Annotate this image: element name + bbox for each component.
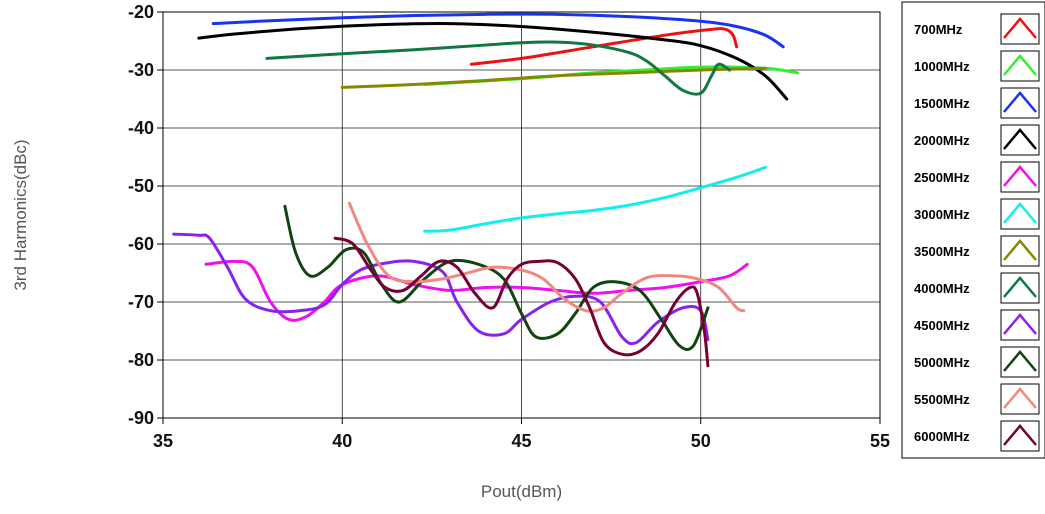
- x-tick-label: 55: [870, 431, 890, 451]
- y-tick-label: -40: [128, 118, 154, 138]
- legend-label: 5000MHz: [914, 355, 970, 370]
- series-line-3000MHz: [423, 165, 767, 233]
- x-tick-label: 35: [153, 431, 173, 451]
- legend-label: 3000MHz: [914, 207, 970, 222]
- series-line-700MHz: [469, 27, 739, 66]
- y-axis-label: 3rd Harmonics(dBc): [11, 139, 30, 290]
- legend-label: 4500MHz: [914, 318, 970, 333]
- legend-swatch-line: [1003, 424, 1037, 446]
- series-line-5000MHz: [283, 204, 710, 351]
- legend-swatch-line: [1003, 91, 1037, 113]
- legend-swatch-box: [1000, 87, 1040, 119]
- y-tick-label: -50: [128, 176, 154, 196]
- legend: 700MHz 1000MHz 1500MHz 2000MHz 2500MHz 3000MH…: [901, 1, 1045, 459]
- x-tick-label: 40: [332, 431, 352, 451]
- y-tick-label: -90: [128, 408, 154, 428]
- series-line-4500MHz: [172, 232, 710, 346]
- series-line-1500MHz: [211, 12, 785, 49]
- series-line-2000MHz: [197, 22, 789, 101]
- legend-label: 4000MHz: [914, 281, 970, 296]
- legend-swatch-line: [1003, 128, 1037, 150]
- x-tick-label: 50: [691, 431, 711, 451]
- legend-swatch-line: [1003, 165, 1037, 187]
- legend-swatch-line: [1003, 387, 1037, 409]
- series-lines: [172, 12, 800, 368]
- legend-label: 3500MHz: [914, 244, 970, 259]
- legend-label: 700MHz: [914, 22, 963, 37]
- series-line-2500MHz: [204, 259, 749, 322]
- legend-label: 6000MHz: [914, 429, 970, 444]
- legend-label: 2500MHz: [914, 170, 970, 185]
- legend-label: 1000MHz: [914, 59, 970, 74]
- y-tick-label: -60: [128, 234, 154, 254]
- y-tick-label: -70: [128, 292, 154, 312]
- series-line-4000MHz: [265, 40, 731, 96]
- legend-swatch-line: [1003, 239, 1037, 261]
- axis-ticks: 35 40 45 50 55 -20 -30 -40 -50 -60 -70 -80 -90: [128, 2, 890, 451]
- series-line-6000MHz: [333, 236, 710, 368]
- legend-label: 2000MHz: [914, 133, 970, 148]
- legend-swatch-line: [1003, 350, 1037, 372]
- y-tick-label: -30: [128, 60, 154, 80]
- legend-swatch-line: [1003, 202, 1037, 224]
- legend-swatch-line: [1003, 313, 1037, 335]
- legend-label: 5500MHz: [914, 392, 970, 407]
- x-axis-label: Pout(dBm): [481, 482, 562, 501]
- legend-swatch-line: [1003, 17, 1037, 39]
- legend-swatch-line: [1003, 276, 1037, 298]
- grid-lines: [163, 12, 880, 418]
- y-tick-label: -80: [128, 350, 154, 370]
- legend-swatch-box: [1000, 50, 1040, 82]
- x-tick-label: 45: [511, 431, 531, 451]
- legend-swatch-box: [1000, 309, 1040, 341]
- series-line-3500MHz: [340, 66, 767, 89]
- legend-label: 1500MHz: [914, 96, 970, 111]
- legend-swatch-line: [1003, 54, 1037, 76]
- y-tick-label: -20: [128, 2, 154, 22]
